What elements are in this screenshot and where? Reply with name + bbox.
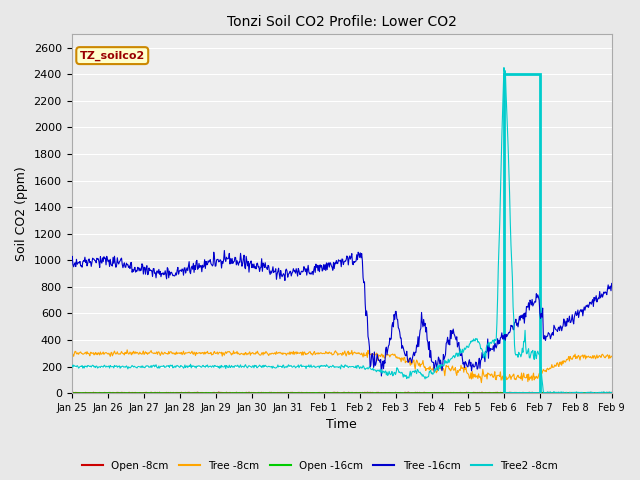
Title: Tonzi Soil CO2 Profile: Lower CO2: Tonzi Soil CO2 Profile: Lower CO2 xyxy=(227,15,456,29)
Text: TZ_soilco2: TZ_soilco2 xyxy=(79,50,145,61)
Open -16cm xyxy=(428,390,436,396)
Tree -8cm xyxy=(608,353,616,359)
Tree -8cm xyxy=(428,367,436,373)
Tree -8cm xyxy=(477,380,485,385)
Tree -16cm xyxy=(258,256,266,262)
Tree -16cm xyxy=(608,280,616,286)
Open -8cm xyxy=(608,389,616,395)
Tree2 -8cm xyxy=(278,364,285,370)
Tree2 -8cm xyxy=(428,371,435,377)
Open -16cm xyxy=(550,390,558,396)
Open -16cm xyxy=(302,390,310,396)
Tree2 -8cm xyxy=(68,363,76,369)
Tree -8cm xyxy=(278,350,286,356)
Bar xyxy=(504,74,540,393)
Tree -8cm xyxy=(132,349,140,355)
Tree2 -8cm xyxy=(257,364,265,370)
Open -8cm xyxy=(131,390,139,396)
Open -8cm xyxy=(252,390,260,396)
Tree -8cm xyxy=(124,347,131,353)
Y-axis label: Soil CO2 (ppm): Soil CO2 (ppm) xyxy=(15,167,28,261)
Open -16cm xyxy=(230,390,238,396)
Open -8cm xyxy=(68,390,76,396)
Tree2 -8cm xyxy=(500,65,508,71)
Open -8cm xyxy=(215,389,223,395)
Open -8cm xyxy=(399,390,406,396)
Open -16cm xyxy=(257,390,265,396)
Tree2 -8cm xyxy=(131,364,139,370)
Tree -16cm xyxy=(278,274,286,280)
Tree2 -8cm xyxy=(608,390,616,396)
Tree2 -8cm xyxy=(397,370,405,376)
Line: Tree -16cm: Tree -16cm xyxy=(72,251,612,376)
Open -16cm xyxy=(131,390,139,396)
X-axis label: Time: Time xyxy=(326,419,357,432)
Open -16cm xyxy=(278,390,285,396)
Line: Tree2 -8cm: Tree2 -8cm xyxy=(72,68,612,393)
Open -8cm xyxy=(429,390,436,396)
Open -16cm xyxy=(398,390,406,396)
Tree -16cm xyxy=(429,360,436,365)
Tree -8cm xyxy=(258,350,266,356)
Tree -16cm xyxy=(221,248,228,253)
Tree -16cm xyxy=(378,373,385,379)
Line: Open -8cm: Open -8cm xyxy=(72,392,612,393)
Open -8cm xyxy=(259,390,266,396)
Tree -8cm xyxy=(231,350,239,356)
Tree2 -8cm xyxy=(230,364,238,370)
Tree -8cm xyxy=(68,350,76,356)
Line: Tree -8cm: Tree -8cm xyxy=(72,350,612,383)
Tree -16cm xyxy=(231,254,239,260)
Tree -16cm xyxy=(68,257,76,263)
Tree -16cm xyxy=(131,264,139,270)
Open -16cm xyxy=(608,390,616,396)
Tree -16cm xyxy=(399,343,406,348)
Legend: Open -8cm, Tree -8cm, Open -16cm, Tree -16cm, Tree2 -8cm: Open -8cm, Tree -8cm, Open -16cm, Tree -… xyxy=(78,456,562,475)
Open -8cm xyxy=(231,390,239,396)
Open -16cm xyxy=(68,390,76,396)
Open -8cm xyxy=(279,390,287,396)
Tree2 -8cm xyxy=(542,390,550,396)
Tree -8cm xyxy=(398,355,406,360)
